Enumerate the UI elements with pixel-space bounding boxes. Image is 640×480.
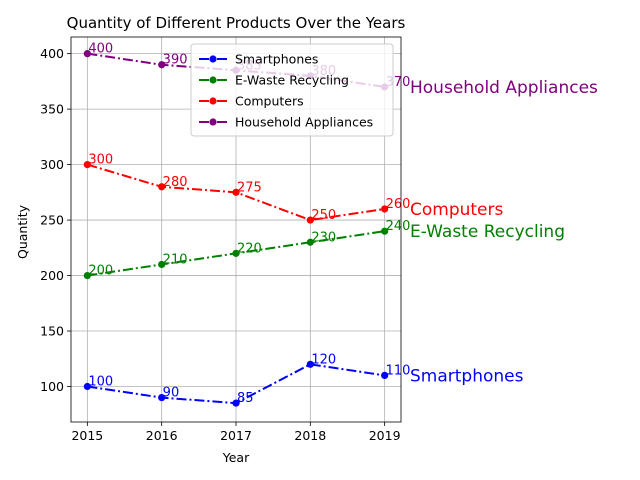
data-point: [381, 371, 389, 380]
data-point: [232, 249, 240, 257]
legend-item: Household Appliances: [199, 115, 373, 130]
legend-label: Smartphones: [235, 52, 318, 67]
x-tick-label: 2018: [294, 428, 326, 443]
data-label: 280: [163, 175, 188, 190]
x-axis-label: Year: [222, 450, 250, 465]
data-point: [158, 393, 166, 402]
legend-label: E-Waste Recycling: [235, 73, 349, 88]
data-point: [232, 399, 240, 407]
axes: 2015 2016 2017 2018 2019 100 150 200 250 300 350 40…: [40, 36, 402, 443]
data-label: 120: [311, 352, 336, 367]
y-tick-label: 200: [40, 268, 64, 283]
data-label: 100: [88, 374, 113, 389]
data-label: 220: [237, 241, 262, 256]
data-point: [83, 271, 91, 280]
series-computers: 300 280 275 250 260 Computers: [83, 153, 504, 224]
data-point: [381, 205, 389, 213]
data-label: 210: [163, 252, 188, 267]
legend-item: E-Waste Recycling: [199, 73, 349, 88]
x-tick-label: 2019: [369, 428, 401, 443]
data-point: [158, 183, 166, 191]
legend-swatch-marker: [209, 55, 217, 63]
legend-label: Computers: [235, 94, 304, 109]
legend-label: Household Appliances: [235, 115, 373, 130]
y-tick-label: 250: [40, 213, 64, 228]
y-tick-label: 300: [40, 157, 64, 172]
chart-title: Quantity of Different Products Over the …: [67, 14, 406, 32]
y-axis-label: Quantity: [15, 204, 30, 259]
series-end-label: Smartphones: [410, 366, 524, 386]
legend-box: [190, 43, 394, 137]
data-label: 85: [237, 391, 254, 406]
legend-item: Smartphones: [199, 52, 318, 67]
y-tick-label: 150: [40, 324, 64, 339]
data-label: 230: [311, 230, 336, 245]
data-label: 400: [88, 42, 113, 57]
data-point: [306, 216, 314, 224]
legend-swatch-marker: [209, 76, 217, 84]
data-label: 390: [163, 53, 188, 68]
data-label: 275: [237, 180, 262, 195]
legend-swatch-marker: [209, 97, 217, 105]
data-point: [381, 227, 389, 235]
data-label: 240: [386, 219, 411, 234]
plot-frame: [70, 36, 402, 423]
data-label: 300: [88, 153, 113, 168]
legend-swatch-marker: [209, 118, 217, 126]
series-end-label: Computers: [410, 200, 504, 220]
series-end-label: Household Appliances: [410, 78, 598, 98]
x-tick-label: 2016: [146, 428, 178, 443]
x-tick-label: 2015: [71, 428, 103, 443]
data-point: [158, 61, 166, 69]
series-e-waste-recycling: 200 210 220 230 240 E-Waste Recycling: [83, 219, 565, 280]
data-point: [306, 360, 314, 368]
x-tick-label: 2017: [220, 428, 252, 443]
data-label: 200: [88, 264, 113, 279]
legend: Smartphones E-Waste Recycling Computers Hou…: [190, 43, 394, 137]
data-point: [306, 238, 314, 246]
y-tick-label: 100: [40, 379, 64, 394]
data-point: [232, 188, 240, 196]
y-tick-label: 350: [40, 102, 64, 117]
data-point: [83, 50, 91, 58]
y-tick-label: 400: [40, 46, 64, 61]
data-point: [83, 382, 91, 391]
series-smartphones: 100 90 85 120 110 Smartphones: [83, 352, 524, 407]
data-label: 250: [311, 208, 336, 223]
data-point: [158, 260, 166, 269]
data-label: 260: [386, 197, 411, 212]
legend-item: Computers: [199, 94, 304, 109]
data-label: 110: [386, 363, 411, 378]
data-label: 90: [163, 386, 180, 401]
series-end-label: E-Waste Recycling: [410, 222, 565, 242]
data-point: [83, 160, 91, 169]
